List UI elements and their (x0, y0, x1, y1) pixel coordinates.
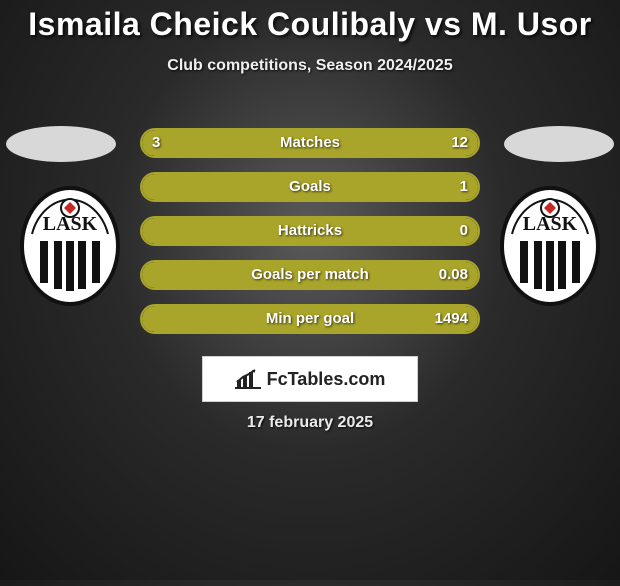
stat-bar-fill-right (142, 174, 478, 200)
bar-chart-icon (235, 368, 261, 390)
comparison-subtitle: Club competitions, Season 2024/2025 (0, 57, 620, 75)
stat-row: Hattricks0 (140, 216, 480, 246)
comparison-title: Ismaila Cheick Coulibaly vs M. Usor (0, 6, 620, 43)
stat-bar (140, 128, 480, 158)
stat-value-right: 12 (439, 128, 480, 158)
stat-value-right: 0 (448, 216, 480, 246)
stat-bar-fill-right (142, 218, 478, 244)
stat-row: Matches312 (140, 128, 480, 158)
club-badge-right: LASK (500, 186, 600, 306)
site-logo-text: FcTables.com (267, 369, 386, 390)
stat-row: Goals1 (140, 172, 480, 202)
club-badge-left: LASK (20, 186, 120, 306)
stat-value-left: 3 (140, 128, 172, 158)
comparison-bars: Matches312Goals1Hattricks0Goals per matc… (140, 128, 480, 334)
site-logo: FcTables.com (202, 356, 418, 402)
stat-value-right: 1 (448, 172, 480, 202)
stat-value-right: 0.08 (427, 260, 480, 290)
stat-bar (140, 172, 480, 202)
stat-row: Min per goal1494 (140, 304, 480, 334)
comparison-date: 17 february 2025 (0, 414, 620, 432)
stat-bar-fill-right (209, 130, 478, 156)
player-silhouette-right (504, 126, 614, 162)
stat-bar (140, 216, 480, 246)
stat-row: Goals per match0.08 (140, 260, 480, 290)
player-silhouette-left (6, 126, 116, 162)
stat-value-right: 1494 (423, 304, 480, 334)
